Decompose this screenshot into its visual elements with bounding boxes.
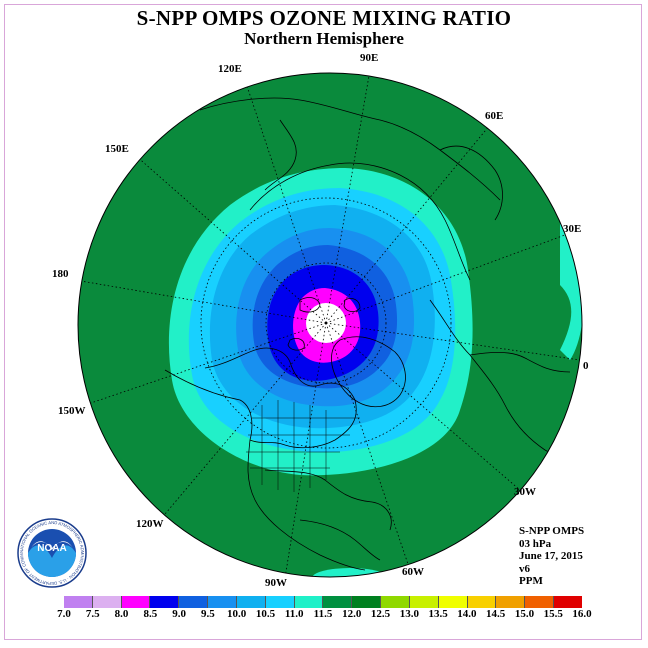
colorbar-swatch <box>381 596 410 608</box>
meridian-120w <box>159 322 327 521</box>
colorbar-swatch <box>208 596 237 608</box>
meridian-60w <box>325 322 411 571</box>
colorbar-swatch <box>64 596 93 608</box>
colorbar-swatch <box>496 596 526 608</box>
colorbar-tick-label: 15.5 <box>543 608 563 620</box>
colorbar-swatch <box>438 596 468 608</box>
colorbar-tick-label: 12.5 <box>370 608 391 620</box>
meridian-180 <box>78 279 327 324</box>
meridian-120e <box>244 79 327 324</box>
globe-outline <box>77 72 583 578</box>
colorbar-swatch <box>150 596 180 608</box>
colorbar-tick-label: 15.0 <box>514 608 535 620</box>
lon-label-150w: 150W <box>58 405 86 417</box>
colorbar-tick-label: 13.5 <box>428 608 448 620</box>
meridian-90e <box>325 73 371 324</box>
lon-label-30e: 30E <box>563 223 582 235</box>
lon-label-120w: 120W <box>136 518 164 530</box>
colorbar-tick-label: 11.0 <box>284 608 304 620</box>
colorbar-swatch <box>179 596 209 608</box>
colorbar-swatch <box>525 596 555 608</box>
ozone-field <box>78 73 582 577</box>
lon-label-60w: 60W <box>402 566 424 578</box>
colorbar-tick-label: 10.0 <box>227 608 247 620</box>
colorbar-swatch <box>236 596 266 608</box>
lon-label-90e: 90E <box>360 52 379 64</box>
info-units: PPM <box>519 575 543 587</box>
colorbar-tick-label: 10.5 <box>255 608 276 620</box>
meridian-30w <box>325 322 521 491</box>
colorbar-tick-label: 7.5 <box>85 608 100 620</box>
contour-aqua-rim-south <box>312 568 388 577</box>
meridian-150w <box>84 322 327 406</box>
logo-text: NOAA <box>37 543 66 554</box>
latitude-circle-50 <box>200 197 452 449</box>
colorbar-swatch <box>294 596 324 608</box>
lon-label-150e: 150E <box>105 143 129 155</box>
meridian-0 <box>325 322 581 361</box>
info-instrument: S-NPP OMPS <box>519 525 585 537</box>
info-version: v6 <box>519 562 530 575</box>
colorbar-tick-label: 11.5 <box>313 608 333 620</box>
lon-label-120e: 120E <box>218 63 242 75</box>
page-subtitle: Northern Hemisphere <box>244 29 404 48</box>
noaa-logo: NOAA NATIONAL OCEANIC AND ATMOSPHERIC AD… <box>17 518 87 588</box>
colorbar-tick-label: 14.0 <box>457 608 477 620</box>
page-frame <box>4 4 642 640</box>
colorbar-swatch <box>409 596 439 608</box>
lon-label-0: 0 <box>583 360 589 372</box>
colorbar-swatch <box>352 596 382 608</box>
colorbar <box>64 596 582 608</box>
colorbar-tick-label: 8.5 <box>143 608 158 620</box>
colorbar-swatch <box>554 596 582 608</box>
lon-label-180: 180 <box>52 268 69 280</box>
colorbar-tick-label: 16.0 <box>572 608 592 620</box>
colorbar-swatch <box>323 596 353 608</box>
meridian-30e <box>325 234 566 324</box>
lon-label-60e: 60E <box>485 110 504 122</box>
colorbar-tick-label: 7.0 <box>57 608 71 620</box>
latitude-circle-70 <box>265 262 387 384</box>
colorbar-tick-label: 14.5 <box>486 608 506 620</box>
meridian-90w <box>284 322 327 577</box>
colorbar-tick-label: 13.0 <box>399 608 419 620</box>
colorbar-tick-label: 9.5 <box>201 608 215 620</box>
info-level: 03 hPa <box>519 537 552 550</box>
colorbar-swatch <box>92 596 122 608</box>
colorbar-tick-label: 8.0 <box>114 608 129 620</box>
meridian-60e <box>325 124 491 324</box>
page-title: S-NPP OMPS OZONE MIXING RATIO <box>136 6 512 30</box>
lon-label-90w: 90W <box>265 577 287 589</box>
colorbar-swatch <box>121 596 151 608</box>
info-date: June 17, 2015 <box>519 550 583 562</box>
lon-label-30w: 30W <box>514 486 536 498</box>
colorbar-swatch <box>265 596 295 608</box>
colorbar-tick-label: 12.0 <box>342 608 362 620</box>
colorbar-swatch <box>467 596 497 608</box>
graticule <box>78 73 581 577</box>
contour-aqua-rim-east <box>560 200 582 360</box>
info-block: S-NPP OMPS 03 hPa June 17, 2015 v6 PPM <box>519 525 584 588</box>
colorbar-tick-label: 9.0 <box>172 608 186 620</box>
